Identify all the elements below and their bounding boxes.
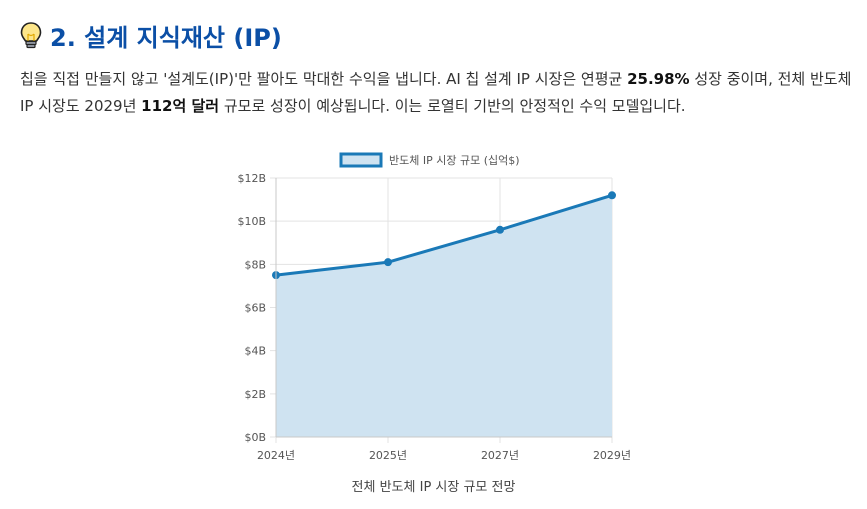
y-tick-label: $0B (244, 431, 266, 444)
cagr-value: 25.98% (627, 70, 690, 88)
x-tick-label: 2027년 (481, 449, 519, 462)
data-point (496, 225, 504, 234)
x-tick-label: 2025년 (369, 449, 407, 462)
section-heading: 2. 설계 지식재산 (IP) (20, 18, 282, 53)
y-tick-label: $4B (244, 345, 266, 358)
x-tick-label: 2029년 (593, 449, 631, 462)
paragraph-text: 칩을 직접 만들지 않고 '설계도(IP)'만 팔아도 막대한 수익을 냅니다.… (20, 70, 628, 88)
data-point (608, 191, 616, 200)
y-tick-label: $2B (244, 388, 266, 401)
series-line (275, 193, 613, 277)
paragraph-text: 규모로 성장이 예상됩니다. 이는 로열티 기반의 안정적인 수익 모델입니다. (219, 97, 686, 115)
market-2029-value: 112억 달러 (141, 97, 220, 115)
description-paragraph: 칩을 직접 만들지 않고 '설계도(IP)'만 팔아도 막대한 수익을 냅니다.… (20, 66, 860, 120)
lightbulb-icon (20, 21, 42, 48)
data-point (384, 258, 392, 267)
legend-swatch (339, 152, 383, 168)
y-tick-label: $8B (244, 258, 266, 271)
x-tick-label: 2024년 (257, 449, 295, 462)
legend-label: 반도체 IP 시장 규모 (십억$) (389, 154, 520, 167)
y-tick-label: $10B (237, 215, 266, 228)
y-tick-label: $6B (244, 302, 266, 315)
paragraph-text: 성장 중이며, 전체 반도체 IP 시장도 2029년 (20, 70, 852, 115)
page-title: 2. 설계 지식재산 (IP) (50, 24, 282, 52)
chart-caption: 전체 반도체 IP 시장 규모 전망 (351, 480, 516, 495)
series-area (276, 195, 612, 437)
y-tick-label: $12B (237, 172, 266, 185)
